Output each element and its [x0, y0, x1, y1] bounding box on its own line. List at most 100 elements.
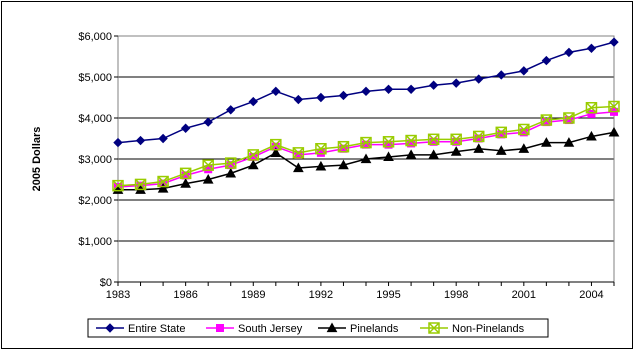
- data-point: [450, 146, 462, 156]
- data-point: [428, 322, 440, 334]
- data-point: [361, 86, 371, 97]
- data-point: [518, 143, 530, 153]
- data-point: [519, 66, 529, 76]
- legend-entry: Entire State: [96, 323, 185, 335]
- data-point: [563, 112, 575, 124]
- data-point: [135, 135, 146, 146]
- data-point: [338, 90, 349, 101]
- legend-label: South Jersey: [238, 323, 303, 335]
- data-point: [203, 117, 213, 127]
- y-axis-title: 2005 Dollars: [31, 127, 43, 192]
- legend-entry: South Jersey: [206, 323, 303, 335]
- data-point: [428, 80, 439, 90]
- data-point: [338, 159, 349, 170]
- data-point: [383, 151, 394, 162]
- data-point: [270, 147, 282, 157]
- data-point: [326, 322, 338, 333]
- x-axis: 1983 1986 1989 1992 1995 1998 2001 2004: [106, 281, 615, 301]
- y-tick-label: $1,000: [78, 236, 112, 248]
- legend-entry: Non-Pinelands: [420, 322, 525, 335]
- data-point: [608, 126, 620, 137]
- y-tick-label: $4,000: [78, 113, 112, 125]
- data-point: [105, 323, 115, 333]
- data-point: [586, 43, 597, 54]
- data-point: [451, 78, 461, 88]
- data-point: [316, 92, 326, 103]
- series-non-pinelands: [112, 100, 620, 192]
- y-tick-label: $5,000: [78, 72, 112, 84]
- legend: Entire State South Jersey Pinelands Non-Pin…: [87, 318, 549, 338]
- data-point: [540, 114, 553, 126]
- data-point: [450, 133, 462, 146]
- x-tick-label: 1995: [376, 289, 400, 301]
- data-point: [315, 143, 327, 155]
- data-point: [495, 145, 507, 155]
- y-tick-label: $0: [100, 277, 112, 289]
- data-point: [428, 149, 439, 159]
- legend-label: Non-Pinelands: [452, 323, 525, 335]
- data-point: [383, 84, 394, 95]
- y-tick-label: $3,000: [78, 154, 112, 166]
- data-point: [271, 86, 281, 97]
- data-point: [270, 138, 282, 151]
- data-point: [248, 96, 258, 107]
- data-point: [541, 137, 552, 147]
- x-tick-label: 2001: [512, 289, 536, 301]
- data-point: [315, 160, 327, 171]
- legend-label: Entire State: [128, 323, 185, 335]
- data-point: [382, 136, 395, 148]
- data-point: [202, 173, 214, 184]
- data-point: [496, 70, 506, 80]
- data-point: [360, 136, 372, 149]
- data-point: [134, 178, 147, 191]
- data-point: [541, 55, 552, 66]
- data-point: [608, 100, 620, 113]
- data-point: [226, 105, 236, 115]
- data-point: [474, 74, 484, 84]
- data-point: [292, 147, 305, 159]
- data-point: [157, 175, 169, 188]
- data-point: [179, 167, 192, 180]
- series-entire-state: [113, 37, 619, 148]
- gridlines: [118, 35, 614, 242]
- data-point: [473, 143, 485, 153]
- data-point: [495, 126, 508, 139]
- data-point: [405, 134, 417, 147]
- series-lines: [112, 37, 620, 194]
- data-point: [587, 109, 596, 118]
- data-point: [293, 94, 304, 105]
- data-point: [427, 133, 440, 146]
- legend-label: Pinelands: [350, 323, 399, 335]
- data-point: [472, 130, 485, 143]
- x-tick-label: 1998: [444, 289, 468, 301]
- data-point: [563, 137, 575, 147]
- x-tick-label: 1992: [309, 289, 333, 301]
- data-point: [247, 159, 259, 170]
- data-point: [406, 84, 416, 95]
- data-point: [293, 162, 304, 173]
- data-point: [202, 159, 214, 171]
- data-point: [216, 324, 224, 332]
- y-axis: $0 $1,000 $2,000 $3,000 $4,000 $5,000 $6,000: [78, 31, 118, 289]
- data-point: [225, 167, 237, 178]
- data-point: [585, 102, 598, 114]
- series-pinelands: [112, 126, 620, 194]
- legend-entry: Pinelands: [318, 322, 399, 335]
- data-point: [405, 149, 417, 159]
- data-point: [564, 47, 574, 58]
- data-point: [337, 140, 350, 153]
- data-point: [180, 123, 191, 133]
- data-point: [158, 133, 168, 144]
- data-point: [157, 182, 169, 193]
- x-tick-label: 1986: [173, 289, 197, 301]
- data-point: [518, 123, 530, 136]
- data-point: [224, 157, 237, 169]
- data-point: [609, 37, 619, 47]
- data-point: [113, 137, 123, 148]
- data-point: [247, 149, 260, 161]
- data-point: [586, 130, 597, 141]
- x-tick-label: 2004: [579, 289, 603, 301]
- y-tick-label: $6,000: [78, 31, 112, 43]
